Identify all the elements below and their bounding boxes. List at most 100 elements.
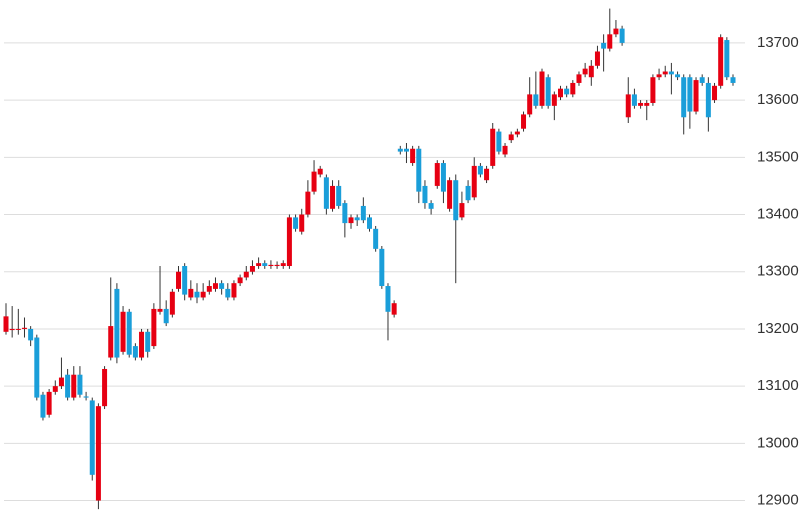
candle-body xyxy=(539,71,545,106)
candle-body xyxy=(638,102,644,106)
candle-body xyxy=(28,328,34,341)
candle-body xyxy=(490,128,496,166)
candle-body xyxy=(416,148,422,192)
candle-body xyxy=(601,42,607,49)
candle-body xyxy=(582,68,588,75)
candle-body xyxy=(200,291,206,298)
candle-body xyxy=(367,217,372,229)
candle-body xyxy=(182,266,188,295)
y-tick-label: 13700 xyxy=(757,34,799,51)
candle-body xyxy=(77,374,83,395)
candle-body xyxy=(89,400,95,475)
candle-body xyxy=(471,165,477,198)
candle-body xyxy=(120,311,126,352)
candle-body xyxy=(730,77,736,83)
candle-body xyxy=(668,71,674,75)
candle-body xyxy=(484,168,490,181)
candle-body xyxy=(354,217,360,221)
candle-body xyxy=(21,327,27,329)
candle-body xyxy=(644,102,650,106)
candle-body xyxy=(126,311,132,355)
y-tick-label: 13500 xyxy=(757,148,799,165)
candle-body xyxy=(256,263,262,267)
candle-body xyxy=(564,88,570,95)
candle-body xyxy=(403,148,409,152)
candle-body xyxy=(631,94,637,106)
candle-body xyxy=(422,185,428,204)
candle-body xyxy=(299,214,305,232)
candle-body xyxy=(323,177,329,209)
candle-body xyxy=(95,406,101,501)
candle-body xyxy=(219,283,225,289)
candle-body xyxy=(521,114,527,129)
candle-body xyxy=(477,165,483,175)
candle-body xyxy=(373,228,379,249)
candle-body xyxy=(410,148,416,164)
candle-body xyxy=(576,74,582,83)
candle-body xyxy=(330,185,336,209)
candle-body xyxy=(15,328,21,330)
candle-body xyxy=(656,74,662,78)
candle-body xyxy=(533,94,539,106)
candle-body xyxy=(514,131,520,135)
candle-body xyxy=(71,374,77,398)
candle-body xyxy=(527,94,533,115)
candle-body xyxy=(317,168,323,175)
candle-body xyxy=(687,77,693,112)
candle-body xyxy=(360,205,366,221)
candle-body xyxy=(293,217,299,229)
candle-body xyxy=(465,185,471,201)
candle-body xyxy=(650,77,656,103)
candle-body xyxy=(718,37,724,86)
candle-body xyxy=(274,264,280,267)
candle-body xyxy=(176,271,182,289)
candle-body xyxy=(151,308,157,347)
candle-body xyxy=(268,264,274,267)
candle-body xyxy=(705,82,711,118)
candle-body xyxy=(619,28,625,43)
candle-body xyxy=(453,180,459,221)
candle-body xyxy=(237,277,243,284)
candle-body xyxy=(102,368,108,407)
candle-body xyxy=(139,331,145,358)
candle-body xyxy=(594,51,600,66)
candle-body xyxy=(65,374,71,398)
candle-body xyxy=(712,85,718,101)
candle-body xyxy=(212,283,218,289)
candle-body xyxy=(188,288,194,298)
candle-body xyxy=(557,88,563,98)
candle-body xyxy=(40,394,46,418)
candle-body xyxy=(3,316,9,332)
candle-body xyxy=(58,377,64,387)
candle-body xyxy=(379,248,385,287)
candle-body xyxy=(305,191,311,215)
y-tick-label: 13000 xyxy=(757,434,799,451)
candle-body xyxy=(681,77,687,118)
candle-body xyxy=(83,396,89,398)
candle-body xyxy=(693,80,699,112)
candle-body xyxy=(662,71,668,75)
candle-body xyxy=(545,77,551,106)
y-tick-label: 13100 xyxy=(757,377,799,394)
candle-body xyxy=(52,386,58,392)
candle-body xyxy=(699,77,705,83)
candle-body xyxy=(675,74,681,78)
candle-body xyxy=(243,271,249,278)
candle-body xyxy=(570,82,576,95)
candle-body xyxy=(336,185,342,206)
candle-body xyxy=(502,145,508,155)
candle-body xyxy=(385,286,391,312)
candle-body xyxy=(391,303,397,315)
y-tick-label: 13200 xyxy=(757,320,799,337)
candle-body xyxy=(108,326,114,358)
candle-body xyxy=(508,134,514,141)
candle-body xyxy=(342,203,348,224)
candle-body xyxy=(231,283,237,298)
candle-body xyxy=(397,148,403,152)
candle-body xyxy=(607,34,613,49)
candle-body xyxy=(157,308,163,312)
candle-body xyxy=(311,171,317,192)
candle-body xyxy=(434,163,440,186)
y-tick-label: 13600 xyxy=(757,91,799,108)
candle-body xyxy=(724,40,730,78)
